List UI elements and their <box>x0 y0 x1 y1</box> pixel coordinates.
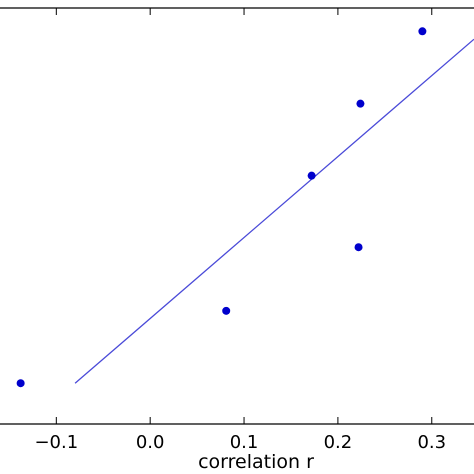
fit-line-layer <box>74 38 474 384</box>
x-tick-label: 0.2 <box>324 432 353 453</box>
data-point <box>222 306 231 315</box>
data-point <box>418 27 427 36</box>
data-point <box>354 243 363 252</box>
x-ticks-layer: −0.1 0.0 0.1 0.2 0.3 <box>34 8 446 453</box>
x-tick-label: 0.0 <box>136 432 165 453</box>
data-point <box>16 379 25 388</box>
x-axis-label: correlation r <box>198 451 314 473</box>
x-tick-label: 0.3 <box>417 432 446 453</box>
data-point <box>307 171 316 180</box>
axes-layer <box>0 7 474 425</box>
x-tick-label: −0.1 <box>34 432 78 453</box>
points-layer <box>16 27 427 388</box>
fit-line <box>74 38 474 384</box>
x-tick-label: 0.1 <box>230 432 259 453</box>
data-point <box>356 99 365 108</box>
